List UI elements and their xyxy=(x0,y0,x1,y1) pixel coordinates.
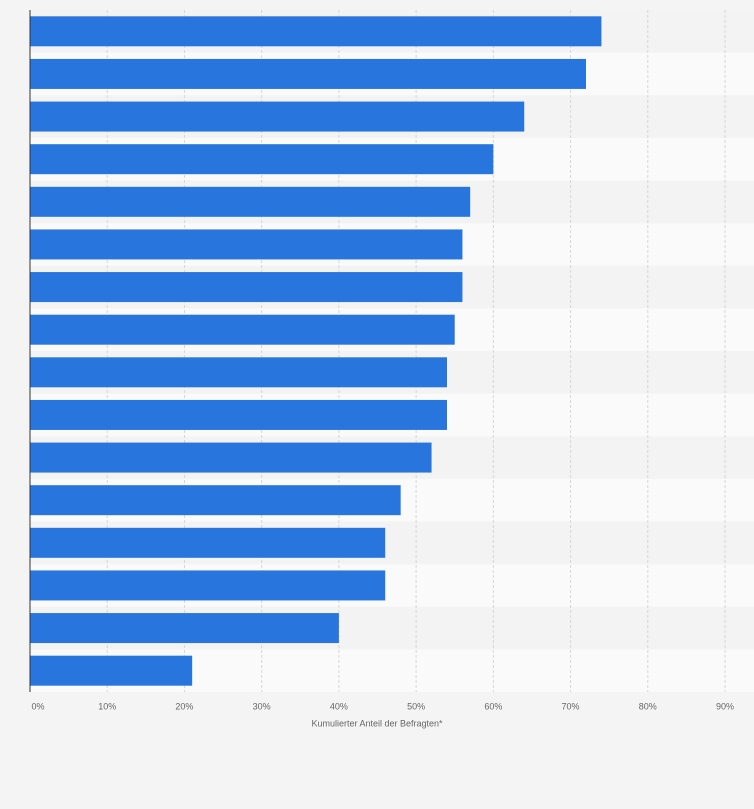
bar xyxy=(30,399,447,430)
bar xyxy=(30,229,463,260)
bar xyxy=(30,613,339,644)
x-tick-label: 50% xyxy=(407,701,425,711)
bar xyxy=(30,485,401,516)
bar xyxy=(30,144,494,175)
bar xyxy=(30,357,447,388)
bar xyxy=(30,58,586,89)
bar xyxy=(30,527,386,558)
x-tick-label: 40% xyxy=(330,701,348,711)
bar xyxy=(30,655,193,686)
x-tick-label: 60% xyxy=(484,701,502,711)
bar xyxy=(30,570,386,601)
x-axis-title: Kumulierter Anteil der Befragten* xyxy=(311,718,443,728)
bar xyxy=(30,101,525,132)
x-tick-label: 10% xyxy=(98,701,116,711)
x-tick-label: 70% xyxy=(562,701,580,711)
bar xyxy=(30,314,455,345)
x-tick-label: 20% xyxy=(175,701,193,711)
bar xyxy=(30,272,463,303)
bar xyxy=(30,16,602,47)
bar xyxy=(30,442,432,473)
x-tick-label: 80% xyxy=(639,701,657,711)
x-tick-label: 30% xyxy=(253,701,271,711)
x-tick-label: 90% xyxy=(716,701,734,711)
x-tick-label: 0% xyxy=(31,701,44,711)
bar xyxy=(30,186,471,217)
